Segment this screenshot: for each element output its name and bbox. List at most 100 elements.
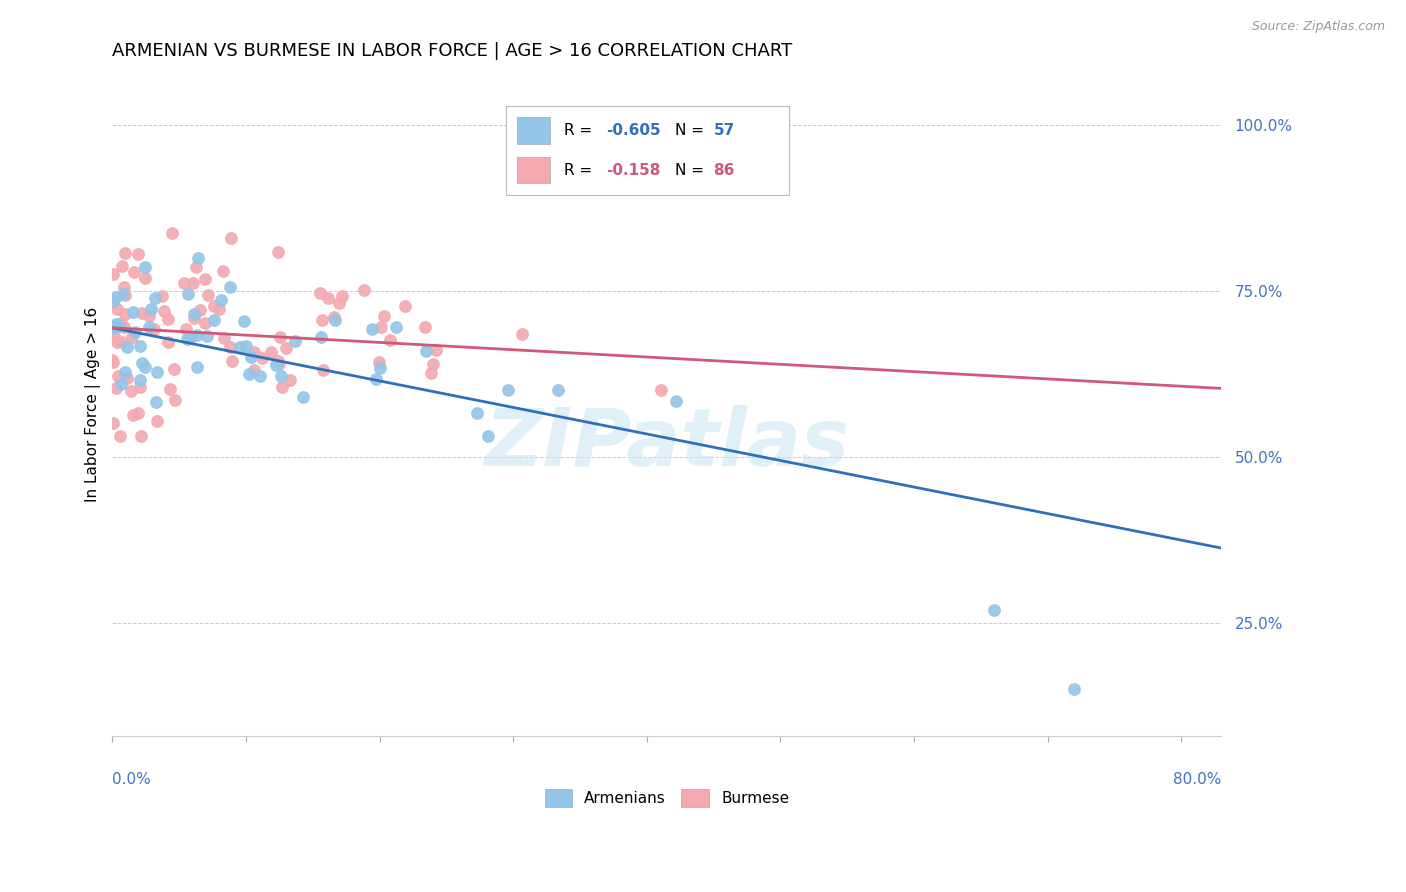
Point [110,377,132,392]
Point [176,287,198,301]
Point [129,429,152,443]
Point [146,365,169,379]
Point [110,316,132,330]
Point [138,309,160,323]
Point [292,390,315,404]
Point [477,429,499,443]
Point [121,305,143,319]
Point [145,291,167,305]
Point [105,334,128,349]
Point [207,301,229,316]
Point [212,331,235,345]
Point [330,289,353,303]
Point [238,368,260,382]
Point [129,373,152,387]
Point [378,333,401,347]
Point [243,363,266,377]
Point [368,361,391,376]
Point [131,306,153,320]
Point [1063,682,1085,697]
Point [385,320,408,334]
Point [114,366,136,380]
Point [328,296,350,310]
Point [309,330,332,344]
Point [143,321,166,335]
Point [134,271,156,285]
Point [243,345,266,359]
Point [114,307,136,321]
Text: N =: N = [675,162,709,178]
Point [163,361,186,376]
Point [112,320,135,334]
Point [311,312,333,326]
Point [110,334,132,349]
Point [128,380,150,394]
Point [103,416,125,430]
Text: R =: R = [564,162,602,178]
Point [124,265,146,279]
Point [312,363,335,377]
Point [157,312,180,326]
Point [467,406,489,420]
Point [422,357,444,371]
Text: 57: 57 [713,123,735,138]
Point [105,381,128,395]
Point [157,334,180,349]
Point [202,299,225,313]
Point [107,368,129,383]
Point [323,312,346,326]
FancyBboxPatch shape [506,105,789,195]
Point [103,320,125,334]
Point [121,408,143,422]
Text: N =: N = [675,123,709,138]
Point [183,310,205,325]
Point [163,392,186,407]
Point [138,319,160,334]
Point [194,272,217,286]
Y-axis label: In Labor Force | Age > 16: In Labor Force | Age > 16 [86,307,101,502]
Point [184,260,207,274]
Point [194,316,217,330]
Point [270,379,292,393]
Point [183,307,205,321]
Point [153,304,176,318]
Point [264,358,287,372]
Point [180,330,202,344]
Point [270,369,292,384]
Point [212,264,235,278]
Point [145,414,167,428]
Point [176,332,198,346]
Point [105,317,128,331]
Point [665,394,688,409]
Point [360,322,382,336]
Text: 0.0%: 0.0% [112,772,152,788]
Point [181,276,204,290]
Point [370,320,392,334]
Point [108,429,131,443]
Point [112,287,135,301]
Point [115,340,138,354]
Point [250,351,273,365]
Point [127,246,149,260]
Text: R =: R = [564,123,598,138]
Point [101,353,124,368]
Point [547,384,569,398]
Text: ARMENIAN VS BURMESE IN LABOR FORCE | AGE > 16 CORRELATION CHART: ARMENIAN VS BURMESE IN LABOR FORCE | AGE… [112,42,793,60]
Point [173,276,195,290]
Point [103,328,125,343]
Point [413,319,436,334]
Point [134,359,156,374]
Point [131,356,153,370]
Point [114,288,136,302]
Point [202,312,225,326]
Text: Source: ZipAtlas.com: Source: ZipAtlas.com [1251,20,1385,33]
Point [120,384,142,398]
Point [186,328,208,343]
Point [425,343,447,357]
Point [101,318,124,333]
Point [134,260,156,274]
Point [160,227,183,241]
Point [280,373,302,387]
Point [209,293,232,307]
Point [128,339,150,353]
